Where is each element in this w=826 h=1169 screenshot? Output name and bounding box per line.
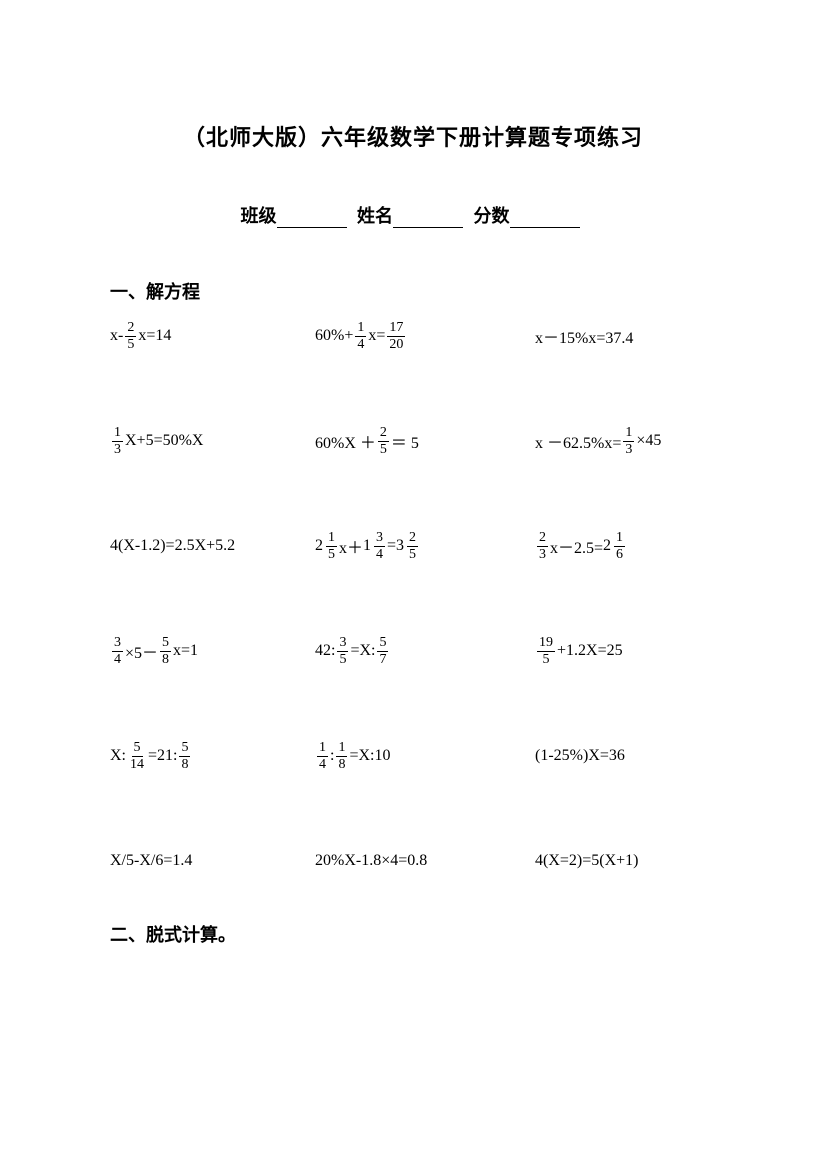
student-info-line: 班级 姓名 分数 bbox=[110, 202, 716, 228]
section-2-heading: 二、脱式计算。 bbox=[110, 921, 716, 947]
fraction: 25 bbox=[125, 321, 136, 352]
equation-cell: X: 514=21: 58 bbox=[110, 736, 315, 776]
equation-cell: 4(X=2)=5(X+1) bbox=[535, 841, 639, 881]
fraction: 15 bbox=[326, 531, 337, 562]
mixed-number: 216 bbox=[603, 531, 627, 562]
equation-text: x=14 bbox=[138, 327, 171, 345]
class-blank[interactable] bbox=[277, 211, 347, 228]
fraction: 514 bbox=[128, 741, 146, 772]
fraction: 34 bbox=[374, 531, 385, 562]
equation-cell: 60%+14x=1720 bbox=[315, 316, 535, 356]
equation-text: X: bbox=[110, 747, 126, 765]
mixed-number: 134 bbox=[363, 531, 387, 562]
equation-cell: 42:35 =X: 57 bbox=[315, 631, 535, 671]
fraction: 23 bbox=[537, 531, 548, 562]
equation-text: =X: bbox=[350, 642, 375, 660]
page-title: （北师大版）六年级数学下册计算题专项练习 bbox=[110, 120, 716, 152]
equation-cell: 14 : 18 =X:10 bbox=[315, 736, 535, 776]
equation-text: X+5=50%X bbox=[125, 432, 203, 450]
equation-text: x －62.5%x= bbox=[535, 429, 621, 453]
fraction: 25 bbox=[378, 426, 389, 457]
problem-row: 34 ×5－58 x=142:35 =X: 57195 +1.2X=25 bbox=[110, 631, 716, 671]
name-blank[interactable] bbox=[393, 211, 463, 228]
equation-text: 20%X-1.8×4=0.8 bbox=[315, 852, 427, 870]
equation-text: : bbox=[330, 747, 334, 765]
problem-row: X/5-X/6=1.4 20%X-1.8×4=0.8 4(X=2)=5(X+1) bbox=[110, 841, 716, 881]
name-label: 姓名 bbox=[357, 202, 393, 228]
equation-text: 60%+ bbox=[315, 327, 353, 345]
mixed-number: 215 bbox=[315, 531, 339, 562]
equation-text: +1.2X=25 bbox=[557, 642, 623, 660]
problem-row: X: 514=21: 5814 : 18 =X:10(1-25%)X=36 bbox=[110, 736, 716, 776]
equation-cell: x －62.5%x=13×45 bbox=[535, 421, 661, 461]
problem-row: x-25x=1460%+14x=1720x－15%x=37.4 bbox=[110, 316, 716, 356]
equation-text: 42: bbox=[315, 642, 335, 660]
equation-text: 60%X ＋ bbox=[315, 429, 376, 453]
score-blank[interactable] bbox=[510, 211, 580, 228]
equation-cell: (1-25%)X=36 bbox=[535, 736, 625, 776]
fraction: 13 bbox=[623, 426, 634, 457]
equation-cell: 195 +1.2X=25 bbox=[535, 631, 623, 671]
problem-row: 13X+5=50%X60%X ＋25＝ 5x －62.5%x=13×45 bbox=[110, 421, 716, 461]
problem-row: 4(X-1.2)=2.5X+5.2215 x＋134 =32523 x－2.5=… bbox=[110, 526, 716, 566]
equation-text: 4(X-1.2)=2.5X+5.2 bbox=[110, 537, 235, 555]
equation-cell: 34 ×5－58 x=1 bbox=[110, 631, 315, 671]
equation-text: ×5－ bbox=[125, 639, 158, 663]
equation-cell: 4(X-1.2)=2.5X+5.2 bbox=[110, 526, 315, 566]
worksheet-page: （北师大版）六年级数学下册计算题专项练习 班级 姓名 分数 一、解方程 x-25… bbox=[0, 0, 826, 1169]
fraction: 18 bbox=[336, 741, 347, 772]
equation-text: ＝ 5 bbox=[391, 429, 419, 453]
equation-text: x- bbox=[110, 327, 123, 345]
equation-text: x－2.5= bbox=[550, 534, 603, 558]
equation-cell: x－15%x=37.4 bbox=[535, 316, 633, 356]
fraction: 1720 bbox=[387, 321, 405, 352]
fraction: 195 bbox=[537, 636, 555, 667]
equation-cell: x-25x=14 bbox=[110, 316, 315, 356]
fraction: 58 bbox=[179, 741, 190, 772]
fraction: 58 bbox=[160, 636, 171, 667]
equation-text: 4(X=2)=5(X+1) bbox=[535, 852, 639, 870]
section-1-heading: 一、解方程 bbox=[110, 278, 716, 304]
equation-text: X/5-X/6=1.4 bbox=[110, 852, 192, 870]
equation-cell: 60%X ＋25＝ 5 bbox=[315, 421, 535, 461]
fraction: 14 bbox=[317, 741, 328, 772]
equation-cell: 23 x－2.5=216 bbox=[535, 526, 627, 566]
equation-cell: 13X+5=50%X bbox=[110, 421, 315, 461]
equation-text: ×45 bbox=[636, 432, 661, 450]
fraction: 14 bbox=[355, 321, 366, 352]
equation-text: (1-25%)X=36 bbox=[535, 747, 625, 765]
equation-text: =21: bbox=[148, 747, 177, 765]
equation-text: x＋ bbox=[339, 534, 363, 558]
equation-text: x= bbox=[368, 327, 385, 345]
equation-text: = bbox=[387, 537, 396, 555]
equation-cell: 20%X-1.8×4=0.8 bbox=[315, 841, 535, 881]
equation-text: x=1 bbox=[173, 642, 198, 660]
fraction: 57 bbox=[377, 636, 388, 667]
fraction: 35 bbox=[337, 636, 348, 667]
equation-cell: X/5-X/6=1.4 bbox=[110, 841, 315, 881]
fraction: 13 bbox=[112, 426, 123, 457]
score-label: 分数 bbox=[474, 202, 510, 228]
mixed-number: 325 bbox=[396, 531, 420, 562]
equation-text: x－15%x=37.4 bbox=[535, 324, 633, 348]
fraction: 16 bbox=[614, 531, 625, 562]
fraction: 34 bbox=[112, 636, 123, 667]
class-label: 班级 bbox=[241, 202, 277, 228]
problems-grid: x-25x=1460%+14x=1720x－15%x=37.413X+5=50%… bbox=[110, 316, 716, 881]
equation-text: =X:10 bbox=[349, 747, 390, 765]
equation-cell: 215 x＋134 =325 bbox=[315, 526, 535, 566]
fraction: 25 bbox=[407, 531, 418, 562]
